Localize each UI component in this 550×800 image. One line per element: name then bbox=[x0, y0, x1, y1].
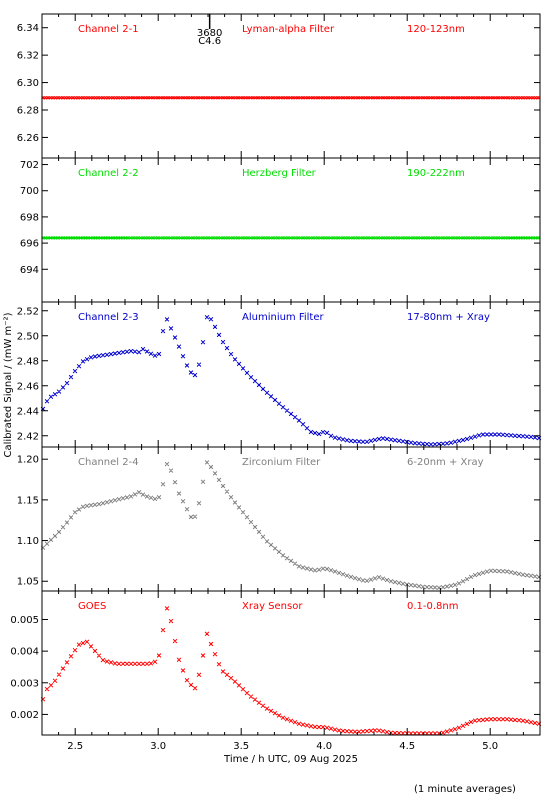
filter-name: Aluminium Filter bbox=[242, 312, 325, 323]
panel-frame bbox=[41, 13, 541, 159]
panel-3: 2.42 2.44 2.46 2.48 2.50 2.52 Channel 2-3 Alumi… bbox=[17, 301, 542, 448]
x-tick-label: 3.0 bbox=[150, 741, 166, 752]
channel-name: GOES bbox=[78, 601, 106, 612]
y-tick-label: 6.26 bbox=[17, 133, 39, 144]
y-tick-label: 694 bbox=[20, 265, 39, 276]
filter-name: Xray Sensor bbox=[242, 601, 303, 612]
channel-name: Channel 2-2 bbox=[78, 168, 139, 179]
filter-name: Zirconium Filter bbox=[242, 457, 321, 468]
x-tick-label: 4.5 bbox=[399, 741, 415, 752]
series-points bbox=[41, 95, 540, 100]
y-tick-label: 0.002 bbox=[10, 710, 39, 721]
y-tick-label: 2.50 bbox=[17, 331, 39, 342]
panel-frame bbox=[41, 157, 541, 303]
wavelength-band: 17-80nm + Xray bbox=[407, 312, 490, 323]
y-tick-label: 702 bbox=[20, 160, 39, 171]
y-tick-label: 6.30 bbox=[17, 78, 39, 89]
panel-5: 0.002 0.003 0.004 0.005 GOES Xray Sensor 0.1-0… bbox=[10, 590, 542, 736]
filter-name: Lyman-alpha Filter bbox=[242, 24, 335, 35]
y-tick-label: 2.48 bbox=[17, 356, 39, 367]
y-tick-label: 6.32 bbox=[17, 51, 39, 62]
y-axis-label: Calibrated Signal / (mW m⁻²) bbox=[3, 312, 14, 457]
y-tick-label: 1.20 bbox=[17, 455, 39, 466]
y-tick-label: 1.15 bbox=[17, 495, 39, 506]
y-tick-label: 1.05 bbox=[17, 577, 39, 588]
y-tick-label: 2.52 bbox=[17, 306, 39, 317]
x-axis-label: Time / h UTC, 09 Aug 2025 bbox=[223, 754, 358, 765]
channel-name: Channel 2-3 bbox=[78, 312, 139, 323]
y-tick-label: 700 bbox=[20, 186, 39, 197]
channel-name: Channel 2-4 bbox=[78, 457, 139, 468]
wavelength-band: 120-123nm bbox=[407, 24, 465, 35]
panel-1: 6.26 6.28 6.30 6.32 6.34 Channel 2-1 Lyman-alp… bbox=[17, 13, 541, 159]
flare-id: 3680 bbox=[197, 28, 222, 39]
y-tick-label: 6.34 bbox=[17, 23, 39, 34]
x-tick-label: 5.0 bbox=[482, 741, 498, 752]
series-points bbox=[40, 315, 542, 447]
channel-name: Channel 2-1 bbox=[78, 24, 139, 35]
flare-class: C4.6 bbox=[198, 36, 221, 47]
wavelength-band: 190-222nm bbox=[407, 168, 465, 179]
series-points bbox=[41, 236, 540, 240]
y-tick-label: 0.004 bbox=[10, 647, 39, 658]
y-tick-label: 1.10 bbox=[17, 536, 39, 547]
panel-frame bbox=[41, 446, 541, 592]
y-tick-label: 0.005 bbox=[10, 615, 39, 626]
filter-name: Herzberg Filter bbox=[242, 168, 317, 179]
y-tick-label: 2.42 bbox=[17, 431, 39, 442]
x-tick-label: 4.0 bbox=[316, 741, 332, 752]
y-tick-label: 2.46 bbox=[17, 381, 39, 392]
panel-frame bbox=[41, 301, 541, 448]
x-tick-label: 3.5 bbox=[233, 741, 249, 752]
series-points bbox=[40, 606, 542, 736]
y-tick-label: 6.28 bbox=[17, 106, 39, 117]
y-tick-label: 2.44 bbox=[17, 406, 39, 417]
x-tick-label: 2.5 bbox=[67, 741, 83, 752]
series-points bbox=[40, 460, 542, 590]
wavelength-band: 0.1-0.8nm bbox=[407, 601, 459, 612]
y-tick-label: 696 bbox=[20, 239, 39, 250]
wavelength-band: 6-20nm + Xray bbox=[407, 457, 484, 468]
panel-4: 1.05 1.10 1.15 1.20 Channel 2-4 Zirconium Fil… bbox=[17, 446, 542, 592]
panel-frame bbox=[41, 590, 541, 736]
y-tick-label: 0.003 bbox=[10, 678, 39, 689]
y-tick-label: 698 bbox=[20, 212, 39, 223]
panel-2: 694 696 698 700 702 Channel 2-2 Herzberg Filte… bbox=[20, 157, 541, 303]
averaging-note: (1 minute averages) bbox=[414, 784, 516, 795]
